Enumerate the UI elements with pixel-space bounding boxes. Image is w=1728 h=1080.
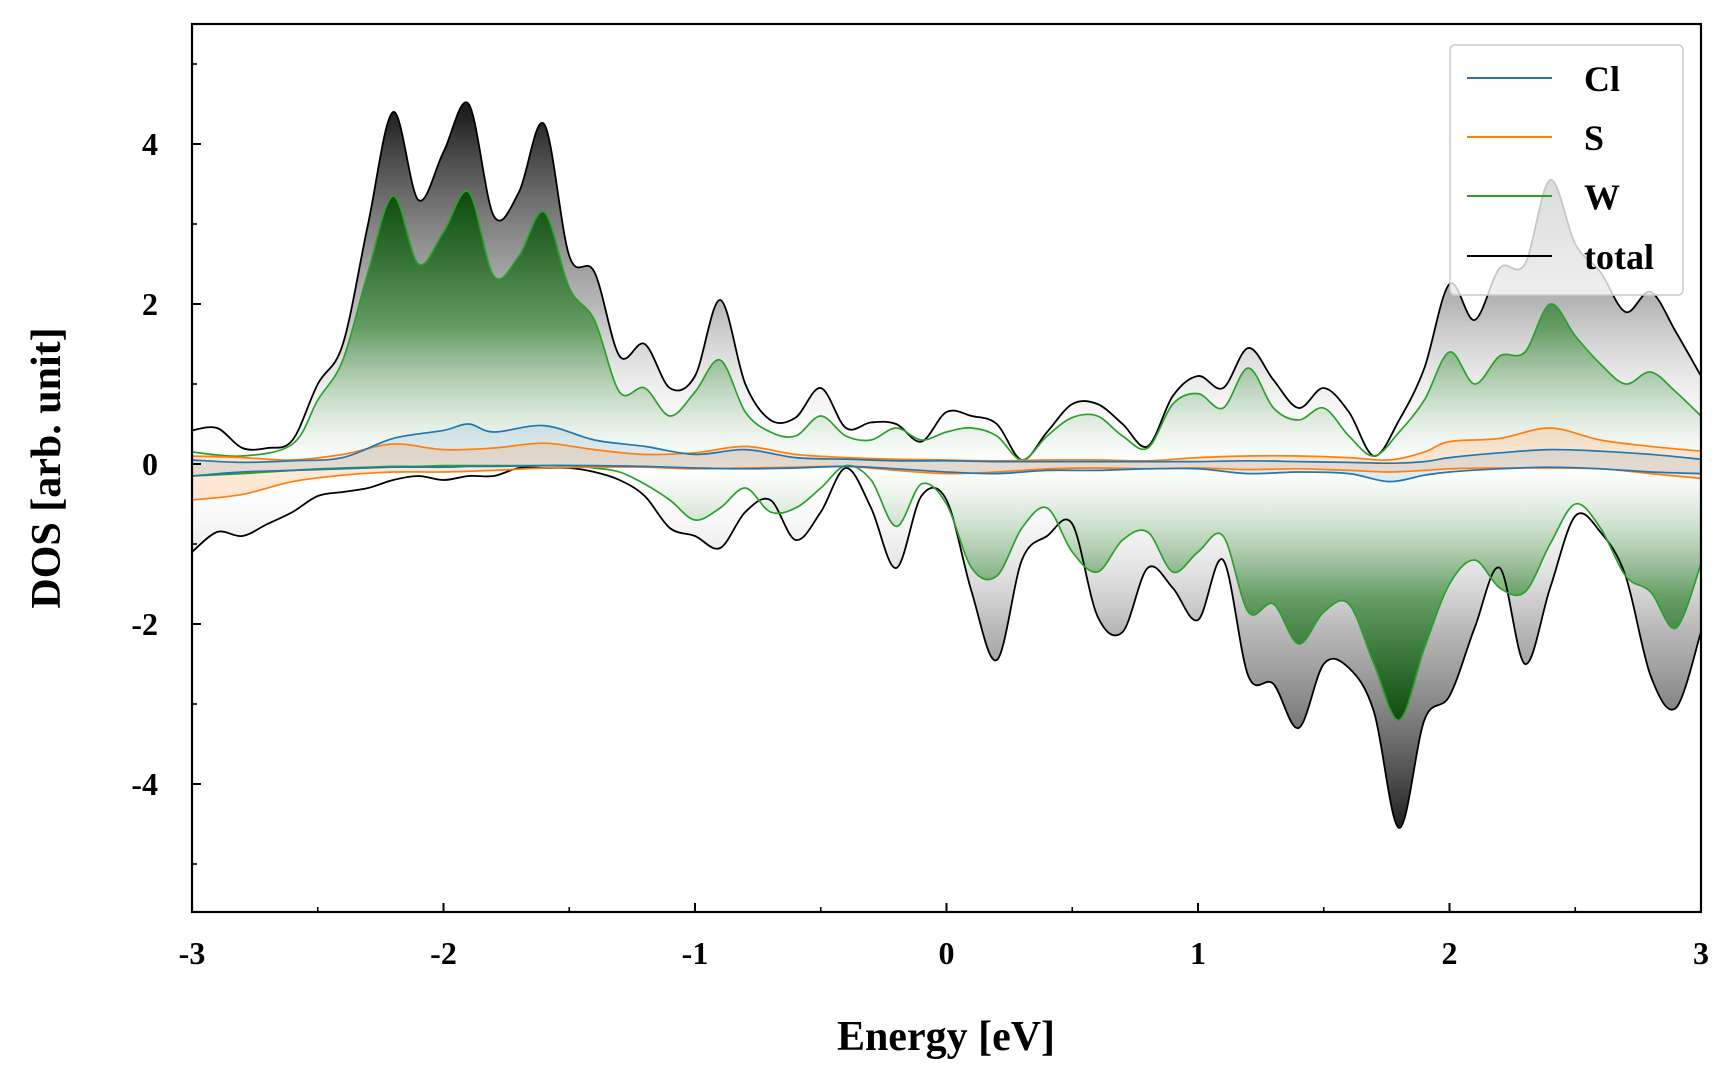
line-total-up (192, 101, 1701, 461)
line-cl-down (192, 464, 1701, 483)
line-cl-up (192, 423, 1701, 465)
x-tick-label: 3 (1693, 935, 1709, 971)
legend-label-s: S (1584, 118, 1604, 158)
x-tick-label: 0 (939, 935, 955, 971)
x-tick-label: -2 (430, 935, 457, 971)
y-tick-label: 4 (142, 126, 158, 162)
y-tick-label: 0 (142, 446, 158, 482)
legend-box (1449, 44, 1684, 296)
area-w-up (192, 191, 1701, 464)
y-tick-label: -4 (131, 766, 158, 802)
area-cl-down (192, 464, 1701, 482)
legend-label-cl: Cl (1584, 59, 1620, 99)
x-tick-label: -1 (682, 935, 709, 971)
x-tick-label: 1 (1190, 935, 1206, 971)
area-cl-up (192, 423, 1701, 464)
line-w-up (192, 190, 1701, 461)
x-tick-label: 2 (1442, 935, 1458, 971)
x-tick-label: -3 (179, 935, 206, 971)
axis-ticks: -3 -2 -1 0 1 2 3 -4 -2 0 2 4 (131, 63, 1709, 971)
y-tick-label: 2 (142, 286, 158, 322)
y-tick-label: -2 (131, 606, 158, 642)
area-w-down (192, 464, 1701, 721)
line-total-down (192, 466, 1701, 829)
legend-label-w: W (1584, 177, 1620, 217)
area-s-up (192, 427, 1701, 464)
legend: Cl S W total (1449, 44, 1684, 296)
legend-label-total: total (1584, 237, 1654, 277)
y-axis-title: DOS [arb. unit] (24, 327, 70, 608)
x-axis-title: Energy [eV] (837, 1014, 1055, 1060)
dos-lines (192, 101, 1701, 829)
